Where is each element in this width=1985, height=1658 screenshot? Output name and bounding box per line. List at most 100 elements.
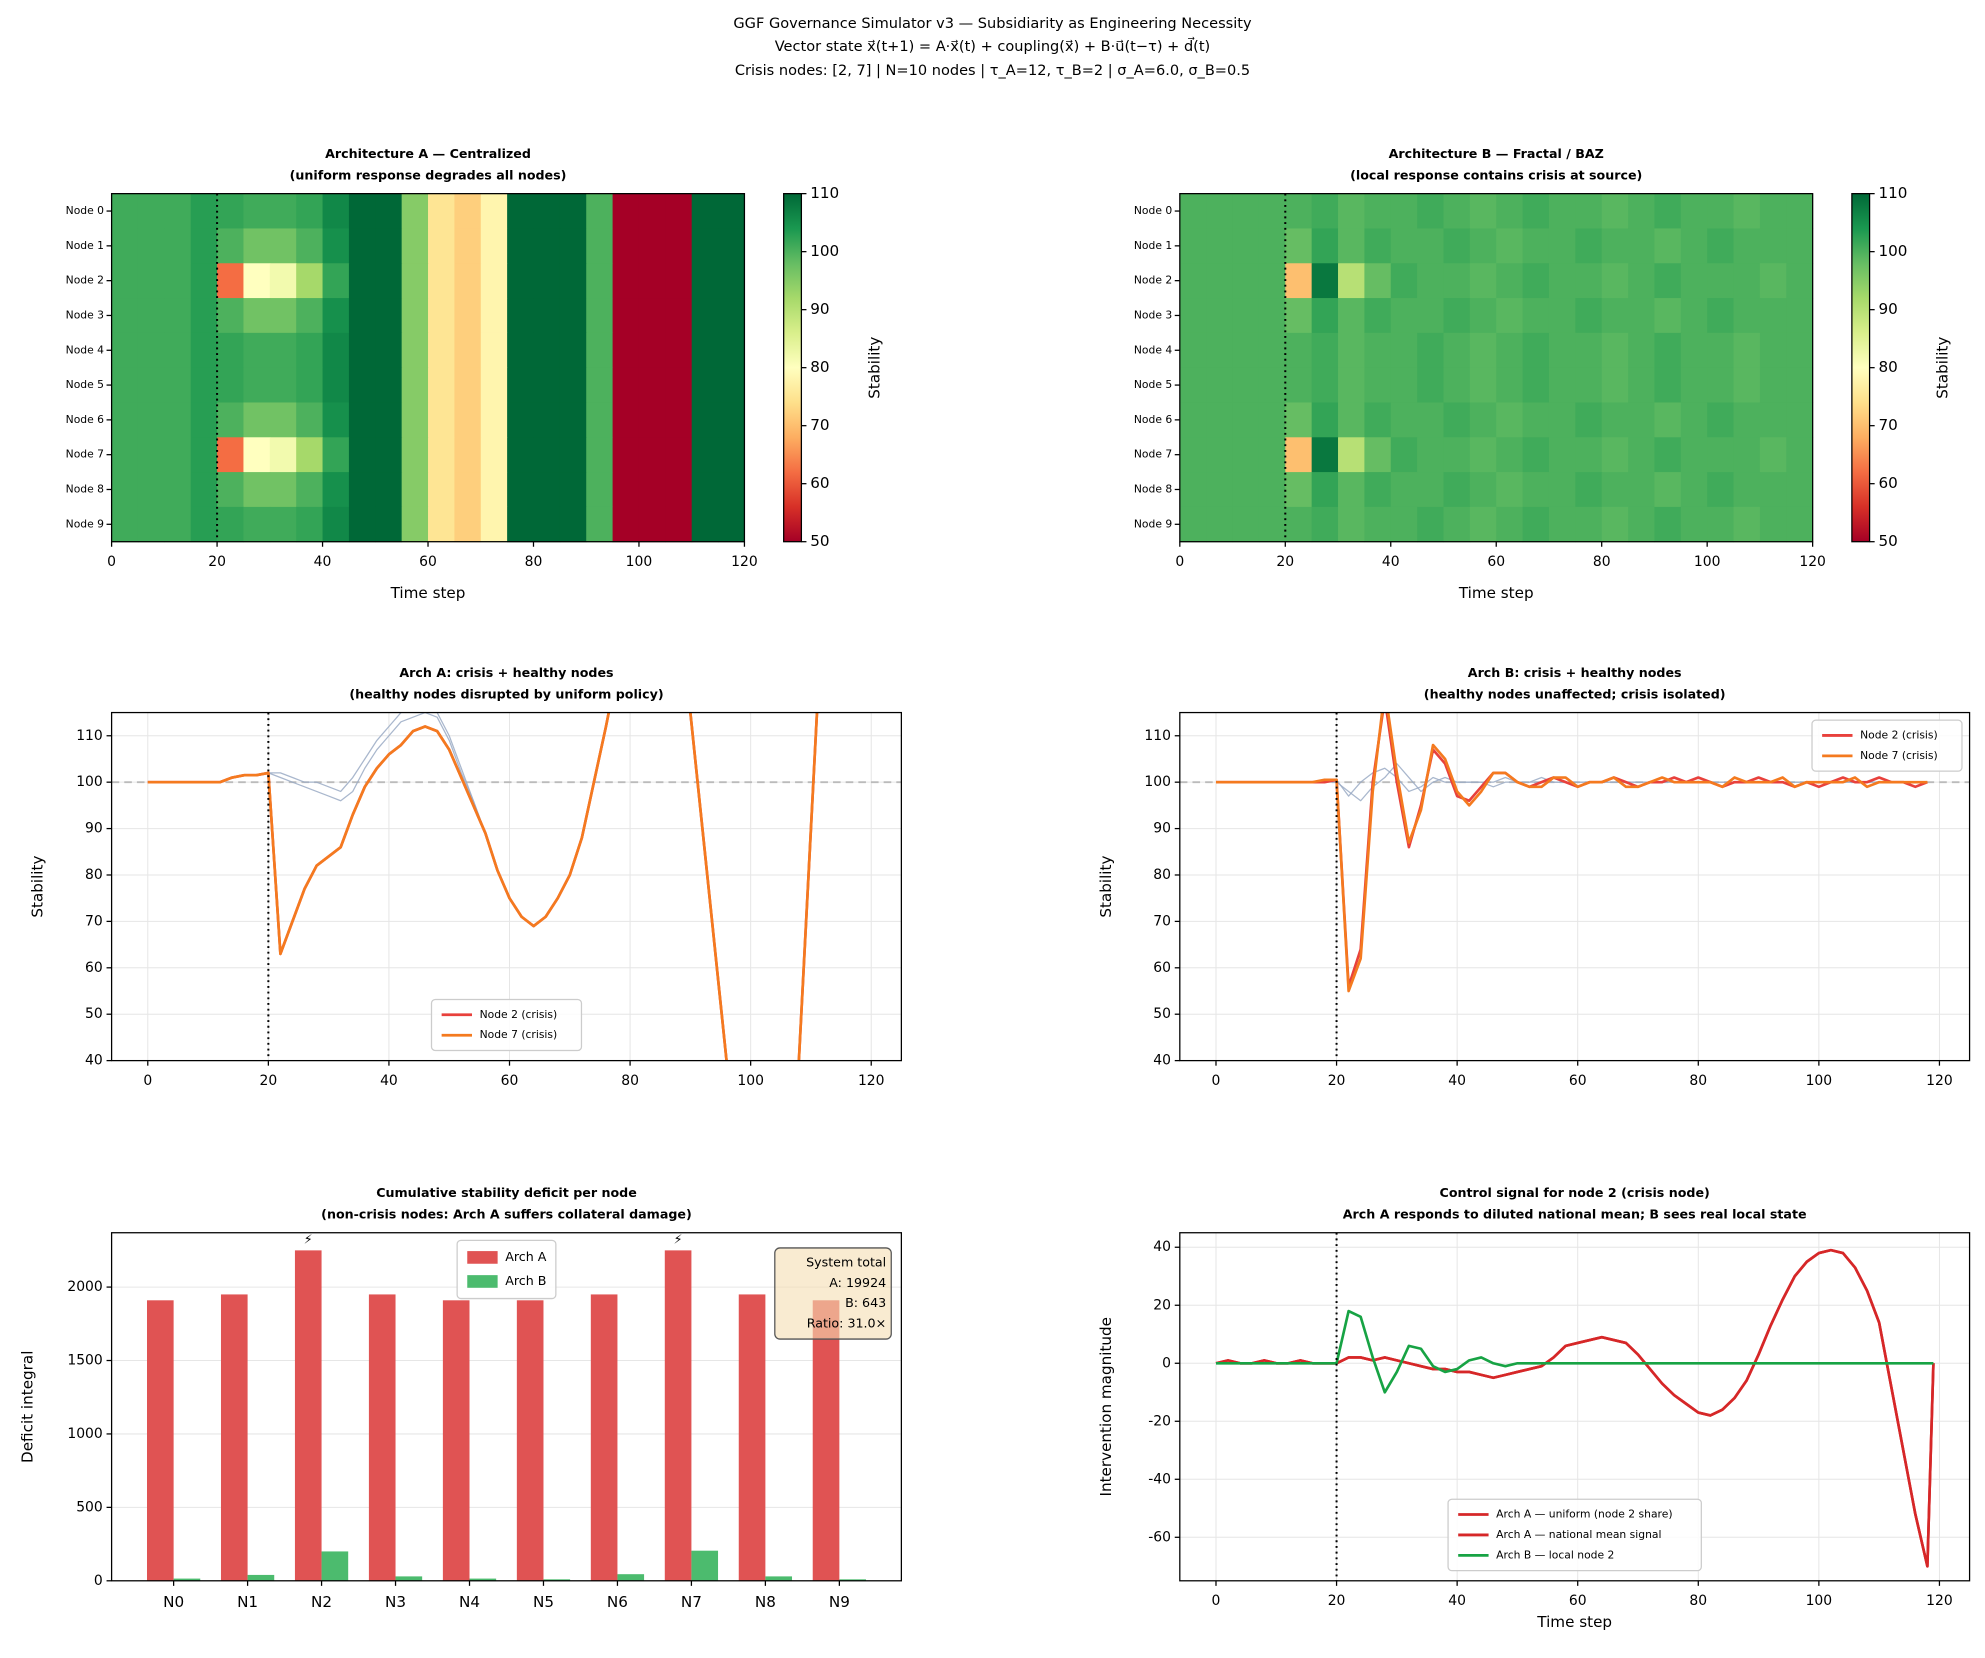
heat-cell	[1206, 437, 1234, 473]
x-tick-label: N4	[459, 1593, 480, 1611]
heat-cell	[1759, 506, 1787, 543]
heat-cell	[1390, 228, 1418, 264]
heat-cell	[217, 367, 244, 403]
colorbar-tick-label: 90	[1878, 300, 1897, 318]
heat-cell	[1548, 472, 1576, 508]
panel-title: Architecture B — Fractal / BAZ	[1389, 146, 1604, 161]
heat-cell	[322, 193, 350, 229]
heat-cell	[348, 193, 376, 229]
heat-cell	[718, 367, 745, 403]
heat-cell	[1548, 263, 1576, 299]
heat-cell	[1390, 367, 1418, 403]
heat-cell	[1443, 472, 1471, 508]
heat-cell	[1680, 506, 1708, 543]
heat-cell	[1733, 472, 1761, 508]
heat-cell	[480, 367, 508, 403]
heat-cell	[1628, 506, 1655, 543]
figure-subtitle: Crisis nodes: [2, 7] | N=10 nodes | τ_A=…	[735, 62, 1250, 79]
bar	[469, 1578, 497, 1581]
heat-cell	[1311, 193, 1339, 229]
y-tick-label: 40	[85, 1053, 103, 1069]
heat-cell	[428, 193, 455, 229]
heat-cell	[1496, 263, 1524, 299]
heat-cell	[1786, 402, 1814, 438]
heat-cell	[533, 472, 561, 508]
heat-cell	[533, 506, 561, 543]
heat-cell	[1601, 506, 1629, 543]
heat-cell	[1311, 506, 1339, 543]
heat-cell	[1285, 506, 1313, 543]
heat-cell	[1601, 472, 1629, 508]
heat-cell	[665, 367, 693, 403]
y-tick-label: 2000	[67, 1279, 102, 1295]
heat-cell	[1232, 472, 1260, 508]
heat-cell	[1179, 506, 1207, 543]
heat-cell	[454, 263, 482, 299]
panel-title: (non-crisis nodes: Arch A suffers collat…	[321, 1207, 692, 1222]
x-tick-label: 100	[1806, 1073, 1833, 1089]
heat-cell	[217, 402, 244, 438]
heat-cell	[1258, 193, 1286, 229]
heat-cell	[164, 332, 192, 369]
heat-cell	[269, 506, 297, 543]
heat-cell	[137, 402, 165, 438]
x-tick-label: N5	[533, 1593, 554, 1611]
heat-cell	[217, 437, 244, 473]
heat-cell	[1601, 298, 1629, 334]
heat-cell	[691, 402, 719, 438]
heat-cell	[428, 437, 455, 473]
heat-cell	[1575, 506, 1603, 543]
heat-cell	[1206, 472, 1234, 508]
heat-cell	[375, 472, 403, 508]
plot-frame	[1179, 1232, 1971, 1582]
heat-cell	[1285, 402, 1313, 438]
heat-cell	[1707, 472, 1735, 508]
heat-cell	[1575, 367, 1603, 403]
bar	[664, 1250, 692, 1581]
legend-label: Node 2 (crisis)	[480, 1008, 558, 1021]
y-tick-label: Node 5	[66, 378, 104, 391]
heat-cell	[1443, 228, 1471, 264]
heat-cell	[1707, 506, 1735, 543]
heat-cell	[454, 193, 482, 229]
heat-cell	[1496, 472, 1524, 508]
heat-cell	[1733, 367, 1761, 403]
y-tick-label: 100	[76, 774, 103, 790]
heat-cell	[137, 263, 165, 299]
x-tick-label: 0	[1212, 1593, 1221, 1609]
y-tick-label: Node 6	[66, 413, 104, 426]
heat-cell	[1628, 332, 1655, 369]
heat-cell	[1443, 263, 1471, 299]
heat-cell	[428, 367, 455, 403]
heat-cell	[718, 332, 745, 369]
heat-cell	[164, 506, 192, 543]
heat-cell	[691, 367, 719, 403]
heat-cell	[243, 193, 271, 229]
heat-cell	[1628, 298, 1655, 334]
series-line	[1215, 712, 1928, 993]
heat-cell	[1364, 402, 1392, 438]
y-tick-label: 110	[1144, 728, 1171, 744]
heat-cell	[348, 437, 376, 473]
heat-cell	[1417, 402, 1444, 438]
heat-cell	[559, 263, 587, 299]
heat-cell	[1469, 506, 1497, 543]
heat-cell	[243, 332, 271, 369]
heat-cell	[1338, 437, 1365, 473]
heat-cell	[1733, 298, 1761, 334]
heat-cell	[1680, 367, 1708, 403]
heat-cell	[1390, 506, 1418, 543]
y-tick-label: Node 1	[66, 239, 104, 252]
heat-cell	[1179, 367, 1207, 403]
x-tick-label: N3	[385, 1593, 406, 1611]
heat-cell	[1654, 332, 1682, 369]
heat-cell	[1469, 298, 1497, 334]
heat-cell	[1601, 332, 1629, 369]
heat-cell	[1311, 298, 1339, 334]
heat-cell	[1232, 263, 1260, 299]
heat-cell	[1628, 437, 1655, 473]
heat-cell	[1548, 402, 1576, 438]
heat-cell	[1469, 228, 1497, 264]
heat-cell	[1733, 437, 1761, 473]
heat-cell	[1496, 298, 1524, 334]
